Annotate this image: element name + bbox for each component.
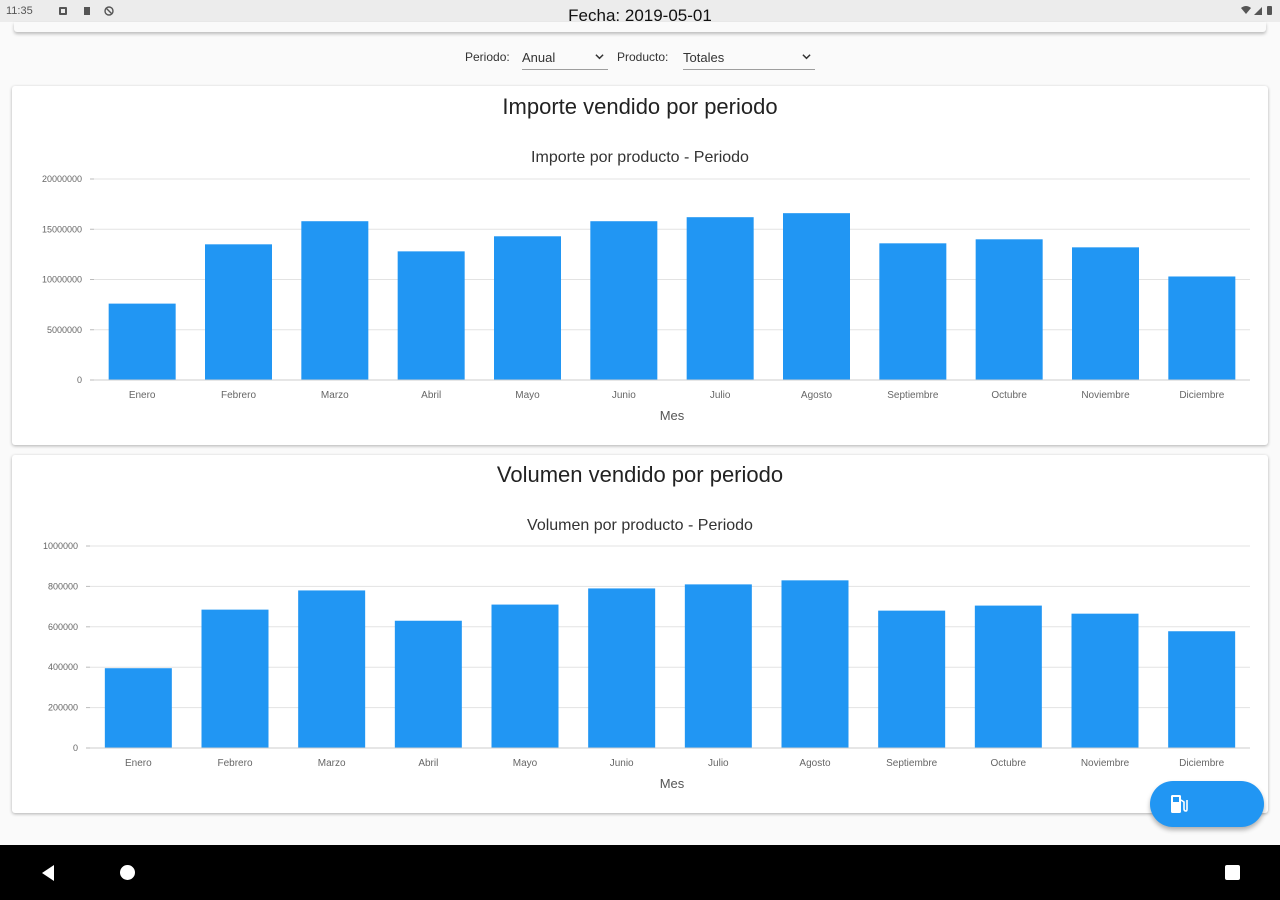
chevron-down-icon (802, 54, 811, 60)
status-right-icons (1240, 5, 1274, 19)
volumen-card-title: Volumen vendido por periodo (496, 462, 784, 487)
y-tick-label: 20000000 (42, 174, 82, 184)
bar (205, 244, 272, 380)
x-tick-label: Julio (710, 390, 731, 401)
bar (590, 221, 658, 380)
notification-icon (59, 7, 67, 15)
bar (781, 580, 849, 748)
x-tick-label: Febrero (217, 758, 252, 769)
periodo-label: Periodo: (465, 50, 510, 64)
x-tick-label: Junio (612, 390, 636, 401)
x-tick-label: Marzo (321, 390, 349, 401)
bar (201, 609, 269, 748)
x-tick-label: Diciembre (1179, 758, 1224, 769)
y-tick-label: 0 (77, 375, 82, 385)
periodo-value: Anual (522, 50, 556, 65)
bar (588, 588, 656, 748)
chevron-down-icon (595, 54, 604, 60)
periodo-dropdown[interactable]: Anual (522, 46, 608, 70)
x-tick-label: Mayo (513, 758, 538, 769)
x-tick-label: Marzo (318, 758, 346, 769)
importe-card-title: Importe vendido por periodo (502, 94, 778, 119)
back-icon[interactable] (40, 864, 56, 882)
x-tick-label: Octubre (991, 390, 1027, 401)
x-tick-label: Diciembre (1179, 390, 1224, 401)
bar (491, 604, 559, 748)
x-axis-label: Mes (660, 408, 685, 423)
filter-bar: Periodo: Anual Producto: Totales (0, 44, 1280, 72)
bar (394, 620, 462, 748)
bar (301, 221, 369, 380)
do-not-disturb-icon (104, 6, 114, 16)
x-tick-label: Julio (708, 758, 729, 769)
gas-station-icon (1171, 795, 1188, 813)
x-axis-label: Mes (660, 776, 685, 791)
y-tick-label: 1000000 (43, 541, 78, 551)
x-tick-label: Noviembre (1081, 758, 1130, 769)
bar (974, 605, 1042, 748)
x-tick-label: Abril (418, 758, 438, 769)
app-bar-bottom (14, 22, 1266, 32)
y-tick-label: 15000000 (42, 224, 82, 234)
x-tick-label: Enero (125, 758, 152, 769)
status-time: 11:35 (6, 5, 33, 17)
wifi-signal-battery-icon (1241, 6, 1272, 15)
producto-value: Totales (683, 50, 725, 65)
x-tick-label: Junio (610, 758, 634, 769)
recents-icon[interactable] (1225, 865, 1240, 880)
fuel-fab-button[interactable] (1150, 781, 1264, 827)
bar (878, 610, 946, 748)
producto-label: Producto: (617, 50, 669, 64)
x-tick-label: Noviembre (1081, 390, 1130, 401)
x-tick-label: Octubre (991, 758, 1027, 769)
y-tick-label: 5000000 (47, 325, 82, 335)
bar (975, 239, 1043, 380)
sd-card-icon (84, 7, 90, 15)
x-tick-label: Agosto (801, 390, 833, 401)
bar (1168, 631, 1236, 748)
y-tick-label: 400000 (48, 662, 78, 672)
chart-title: Volumen por producto - Periodo (527, 517, 753, 534)
bar (684, 584, 752, 748)
x-tick-label: Septiembre (887, 390, 939, 401)
x-tick-label: Abril (421, 390, 441, 401)
y-tick-label: 10000000 (42, 275, 82, 285)
x-tick-label: Agosto (799, 758, 831, 769)
bar (1072, 247, 1139, 380)
bar (104, 668, 172, 748)
importe-chart: Importe por producto - Periodo 0 5000000 10… (42, 149, 1250, 423)
x-tick-label: Mayo (515, 390, 540, 401)
page-title: Fecha: 2019-05-01 (568, 6, 712, 25)
bar (783, 213, 850, 380)
producto-dropdown[interactable]: Totales (683, 46, 815, 70)
bar (108, 303, 176, 380)
x-tick-label: Febrero (221, 390, 256, 401)
home-icon[interactable] (120, 865, 135, 880)
chart-title: Importe por producto - Periodo (531, 149, 749, 166)
y-tick-label: 200000 (48, 703, 78, 713)
x-tick-label: Septiembre (886, 758, 938, 769)
importe-card: Importe vendido por periodo Importe por … (12, 86, 1268, 445)
status-bar: 11:35 (0, 0, 1280, 22)
bar (686, 217, 754, 380)
bar (397, 251, 465, 380)
x-tick-label: Enero (129, 390, 156, 401)
y-tick-label: 0 (73, 743, 78, 753)
bar (494, 236, 561, 380)
y-tick-label: 600000 (48, 622, 78, 632)
y-tick-label: 800000 (48, 581, 78, 591)
bar (1168, 276, 1236, 380)
volumen-chart: Volumen por producto - Periodo 0 200000 400… (43, 517, 1250, 791)
volumen-card: Volumen vendido por periodo Volumen por … (12, 455, 1268, 813)
bar (879, 243, 947, 380)
bar (1071, 613, 1139, 748)
bar (298, 590, 366, 748)
system-nav-bar (0, 845, 1280, 900)
